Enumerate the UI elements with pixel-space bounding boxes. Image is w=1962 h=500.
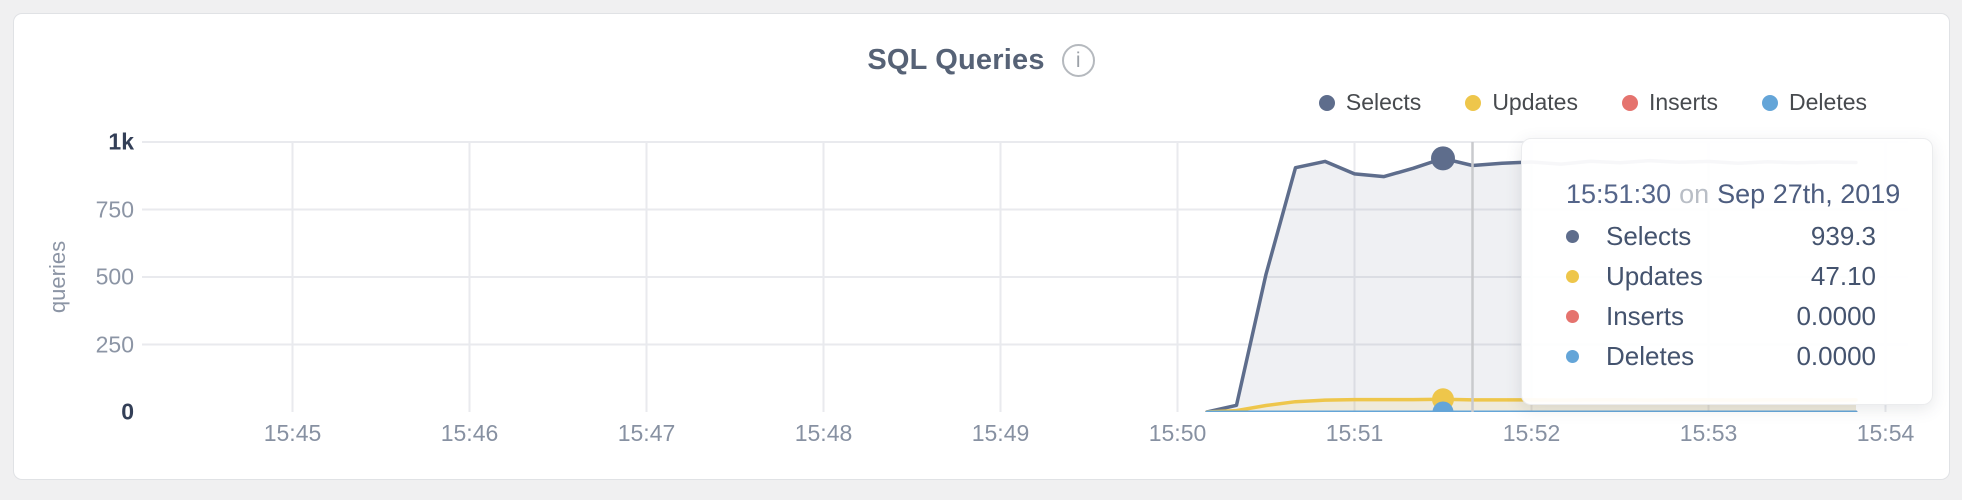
x-tick-label: 15:51 [1325,420,1384,446]
tooltip-series-dot-icon [1566,309,1579,323]
chart-title: SQL Queries [867,44,1045,76]
legend-swatch-icon [1621,94,1638,111]
tooltip-series-label: Deletes [1606,340,1695,371]
tooltip-series-value: 0.0000 [1796,300,1876,331]
chart-tooltip: 15:51:30 on Sep 27th, 2019 Selects 939.3 Upd… [1521,138,1933,405]
legend-swatch-icon [1762,94,1779,111]
tooltip-date: Sep 27th, 2019 [1717,179,1901,209]
legend-label: Deletes [1789,89,1867,115]
tooltip-connector: on [1679,179,1710,209]
tooltip-row: Updates 47.10 [1566,256,1876,296]
tooltip-row: Deletes 0.0000 [1566,336,1876,376]
tooltip-series-label: Inserts [1606,300,1685,331]
y-tick-label: 250 [95,331,134,357]
chart-legend: Selects Updates Inserts Deletes [1318,89,1867,116]
y-tick-label: 750 [95,196,134,222]
legend-item-selects[interactable]: Selects [1318,89,1422,116]
tooltip-series-value: 939.3 [1810,220,1876,251]
tooltip-series-dot-icon [1566,269,1579,283]
y-tick-label: 500 [95,263,134,290]
x-tick-label: 15:45 [263,420,322,446]
x-tick-label: 15:47 [617,420,676,446]
tooltip-row: Selects 939.3 [1566,216,1876,256]
x-tick-label: 15:54 [1856,420,1915,446]
chart-header: SQL Queries i [0,44,1962,77]
x-tick-label: 15:46 [440,420,499,446]
tooltip-series-label: Selects [1606,220,1692,251]
x-tick-label: 15:48 [794,420,853,446]
tooltip-series-label: Updates [1606,260,1703,291]
legend-label: Selects [1345,89,1422,115]
legend-label: Updates [1492,89,1578,115]
legend-swatch-icon [1318,94,1335,111]
x-tick-label: 15:50 [1148,420,1207,446]
y-tick-label: 1k [108,128,134,155]
x-tick-label: 15:52 [1502,420,1561,446]
x-tick-label: 15:49 [971,420,1030,446]
x-tick-label: 15:53 [1679,420,1738,446]
tooltip-series-dot-icon [1566,229,1579,243]
legend-swatch-icon [1465,94,1482,111]
legend-item-inserts[interactable]: Inserts [1621,89,1719,116]
tooltip-time: 15:51:30 [1566,179,1672,209]
tooltip-series-dot-icon [1566,349,1579,363]
legend-item-deletes[interactable]: Deletes [1762,89,1867,116]
info-icon[interactable]: i [1061,44,1095,77]
y-tick-label: 0 [121,398,134,425]
highlight-dot-selects [1431,146,1455,171]
highlight-dot-deletes [1432,401,1454,412]
tooltip-timestamp: 15:51:30 on Sep 27th, 2019 [1566,179,1900,210]
tooltip-series-value: 0.0000 [1796,340,1876,371]
legend-item-updates[interactable]: Updates [1465,89,1578,116]
tooltip-series-value: 47.10 [1810,260,1876,291]
tooltip-row: Inserts 0.0000 [1566,296,1876,336]
legend-label: Inserts [1648,89,1719,115]
